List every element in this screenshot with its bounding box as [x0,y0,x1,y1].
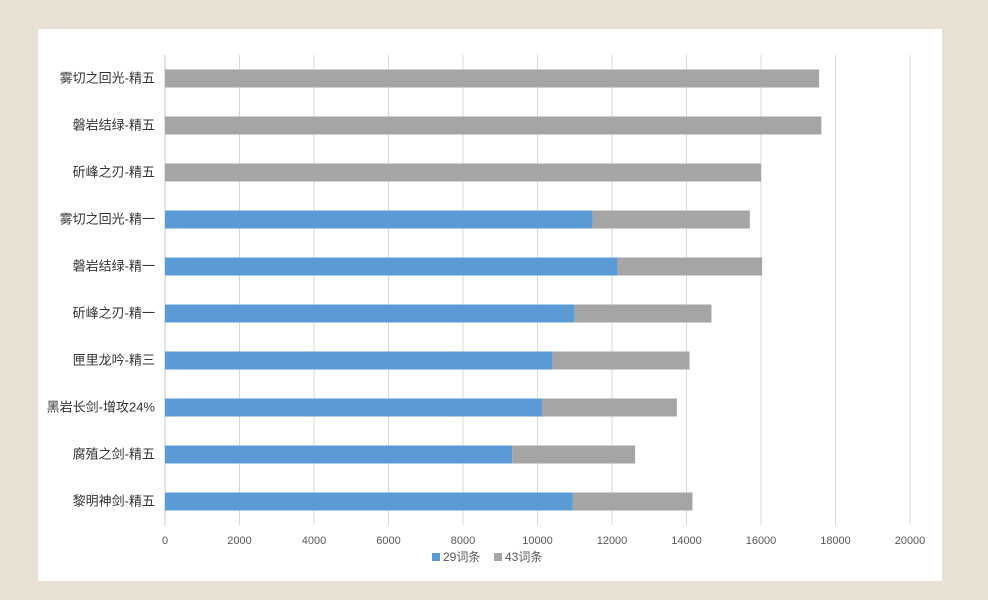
legend-swatch-2 [494,553,502,561]
legend: 29词条 43词条 [432,550,542,564]
category-label-3: 斫峰之刃-精五 [73,165,155,180]
bar-series2-row7 [552,351,690,370]
bar-series2-row2 [165,116,822,135]
bar-series2-row1 [165,69,820,88]
legend-item-2: 43词条 [494,550,542,564]
bar-series1-row6 [165,304,575,323]
bar-series1-row4 [165,210,593,229]
x-tick-label-4000: 4000 [302,535,326,547]
bar-series2-row6 [574,304,712,323]
bar-series2-row8 [542,398,677,417]
bar-series1-row8 [165,398,543,417]
legend-swatch-1 [432,553,440,561]
category-label-2: 磐岩结绿-精五 [73,118,155,133]
bar-series1-row7 [165,351,553,370]
x-tick-label-16000: 16000 [746,535,777,547]
category-label-7: 匣里龙吟-精三 [73,353,155,368]
bar-series1-row10 [165,492,573,511]
bar-series2-row9 [512,445,636,464]
category-label-1: 雾切之回光-精五 [60,71,155,86]
category-label-5: 磐岩结绿-精一 [73,259,155,274]
x-tick-label-20000: 20000 [895,535,926,547]
x-tick-label-8000: 8000 [451,535,475,547]
category-label-10: 黎明神剑-精五 [73,494,155,509]
category-label-8: 黑岩长剑-增攻24% [47,400,156,415]
bar-series2-row10 [572,492,693,511]
category-label-9: 腐殖之剑-精五 [73,447,155,462]
bar-series1-row5 [165,257,618,276]
x-axis-tick-labels: 0 2000 4000 6000 8000 10000 12000 14000 16000 180… [162,535,925,547]
x-tick-label-0: 0 [162,535,168,547]
stacked-bar-chart: 雾切之回光-精五磐岩结绿-精五斫峰之刃-精五雾切之回光-精一磐岩结绿-精一斫峰之… [47,55,925,564]
x-tick-label-14000: 14000 [671,535,702,547]
category-labels: 雾切之回光-精五磐岩结绿-精五斫峰之刃-精五雾切之回光-精一磐岩结绿-精一斫峰之… [47,71,156,509]
legend-item-1: 29词条 [432,550,480,564]
x-tick-label-2000: 2000 [227,535,251,547]
category-label-6: 斫峰之刃-精一 [73,306,155,321]
bar-series2-row5 [617,257,763,276]
bar-series1-row9 [165,445,513,464]
bar-series2-row4 [592,210,750,229]
chart-panel: 雾切之回光-精五磐岩结绿-精五 斫峰之刃-精五雾切之回光-精一磐岩结绿-精一 斫峰之… [38,29,942,581]
legend-label-2: 43词条 [505,550,542,564]
bars [165,69,822,511]
category-label-4: 雾切之回光-精一 [60,212,155,227]
bar-series2-row3 [165,163,761,182]
x-tick-label-12000: 12000 [597,535,628,547]
x-tick-label-10000: 10000 [522,535,553,547]
x-tick-label-6000: 6000 [376,535,400,547]
x-tick-label-18000: 18000 [820,535,851,547]
legend-label-1: 29词条 [443,550,480,564]
